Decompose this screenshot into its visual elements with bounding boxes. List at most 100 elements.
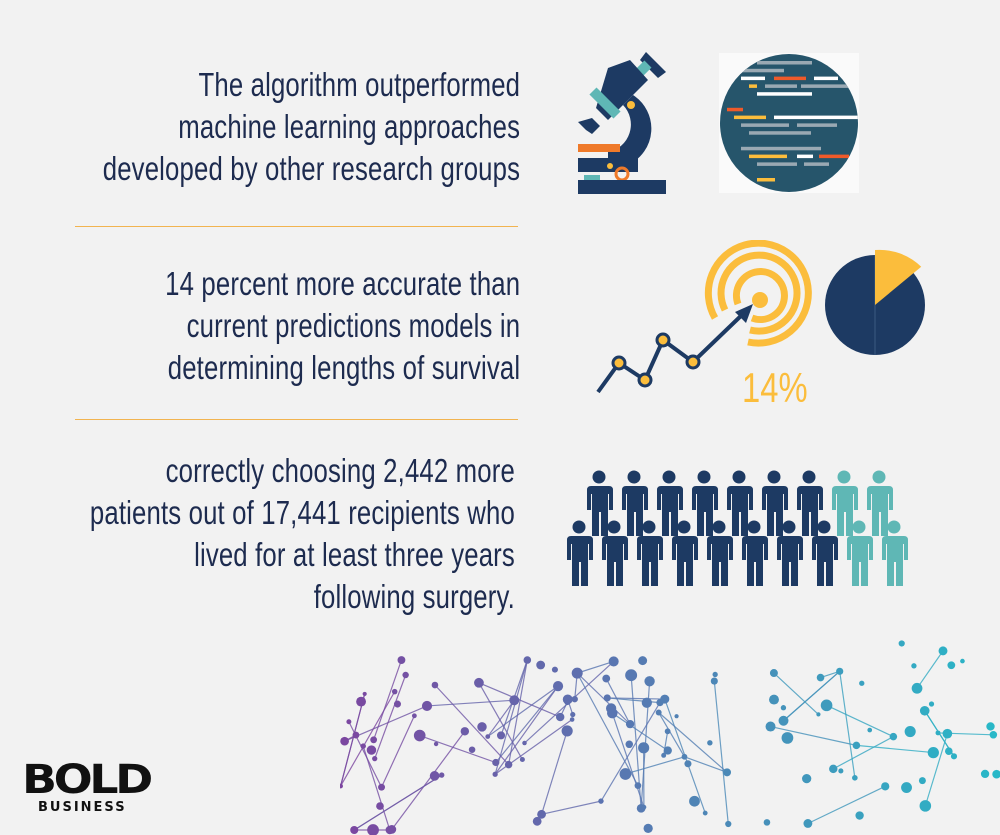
person-figure xyxy=(602,520,628,586)
network-node xyxy=(660,694,670,704)
network-node xyxy=(522,740,527,746)
network-link xyxy=(380,715,415,788)
code-line xyxy=(741,146,821,151)
people-icon xyxy=(567,470,908,586)
network-node xyxy=(689,795,700,807)
fact-line: current predictions models in xyxy=(186,307,520,344)
code-line xyxy=(765,84,797,88)
network-node xyxy=(778,715,789,726)
person-figure xyxy=(812,520,838,586)
network-node xyxy=(492,758,500,767)
network-node xyxy=(391,688,398,695)
network-node xyxy=(901,782,912,793)
divider xyxy=(75,419,518,420)
network-node xyxy=(911,663,917,669)
network-node xyxy=(569,717,575,722)
network-node xyxy=(655,709,662,716)
network-graphic xyxy=(340,640,1000,835)
network-node xyxy=(421,700,433,712)
network-node xyxy=(644,676,655,687)
network-node xyxy=(992,769,1000,779)
network-node xyxy=(431,681,439,689)
network-node xyxy=(519,756,525,763)
network-node xyxy=(536,660,546,670)
network-node xyxy=(397,656,406,664)
network-node xyxy=(378,783,386,791)
fact-line: correctly choosing 2,442 more xyxy=(165,452,516,489)
network-link xyxy=(340,693,366,787)
network-node xyxy=(433,741,439,747)
logo-sub: BUSINESS xyxy=(38,800,127,815)
network-node xyxy=(935,730,941,736)
network-node xyxy=(781,732,794,744)
network-node xyxy=(370,736,378,744)
network-node xyxy=(555,712,565,722)
network-link xyxy=(611,712,669,752)
network-node xyxy=(352,731,360,739)
network-node xyxy=(561,725,573,737)
network-node xyxy=(619,768,632,780)
network-node xyxy=(625,719,635,729)
network-link xyxy=(419,734,496,764)
network-node xyxy=(362,691,367,696)
network-node xyxy=(947,661,956,670)
fact-line: determining lengths of survival xyxy=(167,349,520,386)
divider xyxy=(75,226,518,227)
network-link xyxy=(478,682,561,718)
stat-label: 14% xyxy=(742,364,808,411)
code-line xyxy=(757,61,812,65)
network-link xyxy=(576,672,631,725)
code-line xyxy=(734,115,766,120)
network-node xyxy=(681,753,688,760)
network-node xyxy=(411,713,417,719)
network-node xyxy=(702,810,708,816)
logo-word: BOLD xyxy=(22,757,153,803)
network-node xyxy=(911,682,923,694)
network-node xyxy=(346,719,352,725)
network-node xyxy=(919,705,930,716)
network-node xyxy=(836,667,844,675)
fact-line: 14 percent more accurate than xyxy=(164,265,520,302)
person-figure xyxy=(692,470,718,536)
fact-line: The algorithm outperformed xyxy=(198,66,520,103)
network-link xyxy=(391,730,466,830)
network-node xyxy=(571,695,578,703)
network-node xyxy=(889,732,898,741)
fact-line: machine learning approaches xyxy=(178,108,520,145)
code-circle-icon xyxy=(719,53,859,193)
network-node xyxy=(904,726,916,738)
person-figure xyxy=(672,520,698,586)
person-figure xyxy=(567,520,593,586)
network-node xyxy=(663,746,672,755)
code-line xyxy=(774,76,806,81)
code-line xyxy=(749,131,811,135)
network-node xyxy=(564,699,571,706)
network-node xyxy=(942,728,953,739)
code-line xyxy=(797,154,813,159)
network-node xyxy=(763,819,771,826)
network-node xyxy=(429,771,440,781)
network-node xyxy=(928,701,935,707)
network-node xyxy=(485,734,491,739)
network-link xyxy=(658,712,728,773)
network-node xyxy=(360,743,366,749)
code-line xyxy=(797,123,837,127)
network-node xyxy=(393,700,401,708)
network-node xyxy=(496,731,506,740)
fact-2: 14 percent more accurate than current pr… xyxy=(65,263,520,389)
fact-3: correctly choosing 2,442 more patients o… xyxy=(0,450,515,618)
network-link xyxy=(684,756,728,773)
network-node xyxy=(638,656,648,666)
network-link xyxy=(826,704,894,738)
code-line xyxy=(727,107,743,112)
network-link xyxy=(713,681,729,825)
code-line xyxy=(749,84,757,88)
network-node xyxy=(725,820,732,828)
network-node xyxy=(881,782,890,791)
person-figure xyxy=(882,520,908,586)
person-figure xyxy=(742,520,768,586)
network-link xyxy=(487,699,515,737)
network-node xyxy=(855,811,864,820)
network-node xyxy=(712,671,718,678)
fact-1: The algorithm outperformed machine learn… xyxy=(0,64,520,190)
